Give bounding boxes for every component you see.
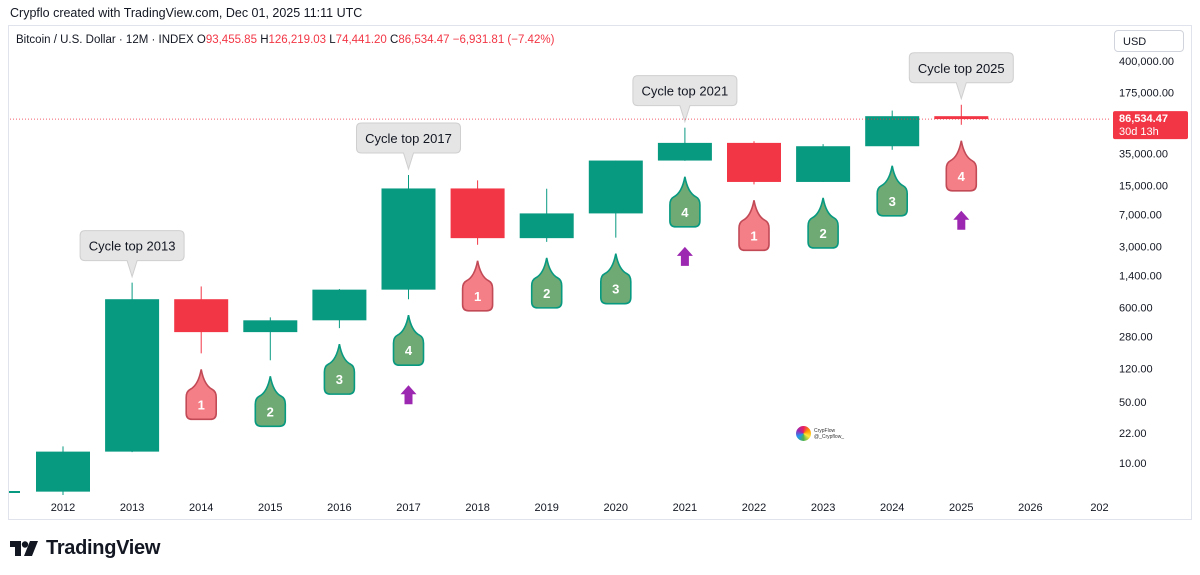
tradingview-logo-text: TradingView xyxy=(46,537,161,559)
chart-frame xyxy=(8,25,1192,520)
change-value: −6,931.81 (−7.42%) xyxy=(452,34,555,46)
watermark-line1: CrypFlow xyxy=(814,427,836,434)
tradingview-logo-icon xyxy=(10,540,38,556)
high-label: H xyxy=(260,34,269,46)
watermark-line2: @_Crypflow_ xyxy=(814,433,845,440)
close-value: 86,534.47 xyxy=(398,34,450,46)
low-value: 74,441.20 xyxy=(335,34,387,46)
symbol-label[interactable]: Bitcoin / U.S. Dollar · 12M · INDEX xyxy=(16,34,194,46)
currency-button[interactable]: USD xyxy=(1114,30,1184,52)
ohlc-legend: Bitcoin / U.S. Dollar · 12M · INDEX O93,… xyxy=(16,34,554,46)
tradingview-logo[interactable]: TradingView xyxy=(10,537,160,560)
open-value: 93,455.85 xyxy=(205,34,257,46)
low-label: L xyxy=(329,34,336,46)
open-label: O xyxy=(196,34,206,46)
high-value: 126,219.03 xyxy=(268,34,327,46)
crypflow-logo-icon xyxy=(796,426,811,441)
crypflow-watermark: CrypFlow @_Crypflow_ xyxy=(796,426,844,441)
close-label: C xyxy=(390,34,399,46)
chart-header: Crypflo created with TradingView.com, De… xyxy=(10,6,363,20)
